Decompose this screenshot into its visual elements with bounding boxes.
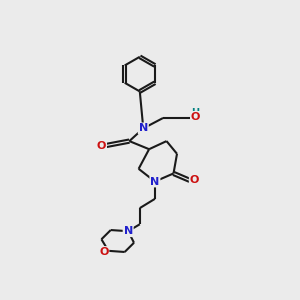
Text: H: H [191, 108, 200, 118]
Text: O: O [97, 141, 106, 151]
Text: O: O [190, 176, 199, 185]
Text: O: O [99, 247, 109, 257]
Text: N: N [150, 176, 160, 187]
Text: N: N [139, 123, 148, 134]
Text: O: O [191, 112, 200, 122]
Text: N: N [124, 226, 133, 236]
